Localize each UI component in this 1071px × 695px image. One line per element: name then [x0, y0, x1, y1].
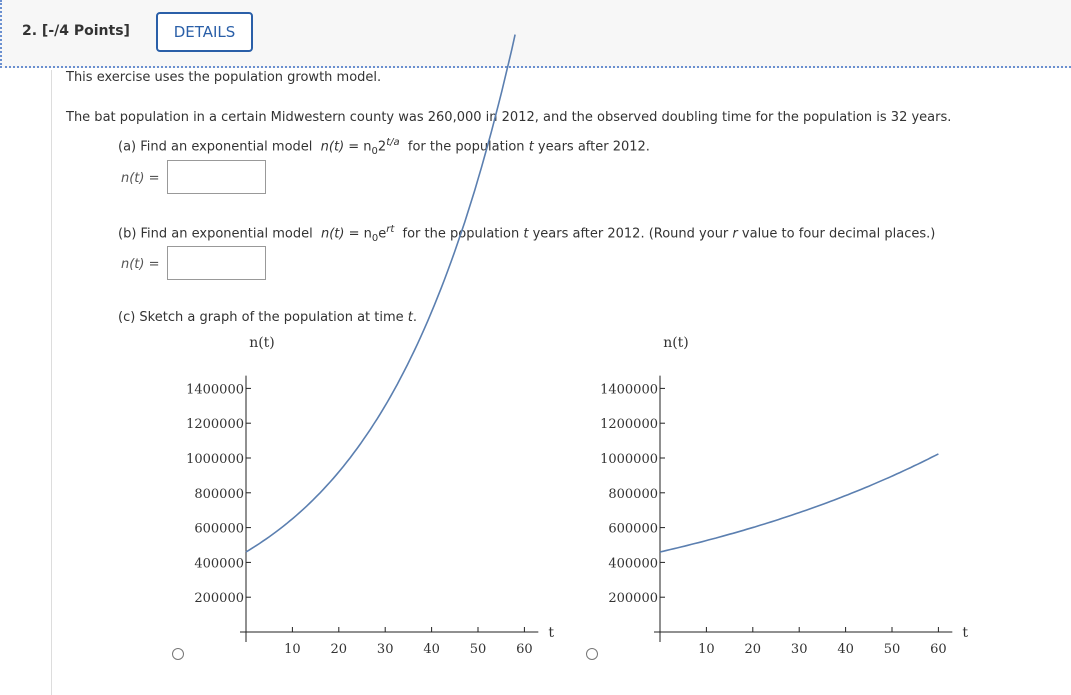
chart-2-curve — [659, 453, 939, 553]
part-b-answer-label: n(t) = — [121, 257, 160, 272]
chart-2-x-tick-label: 10 — [698, 642, 715, 657]
part-a-answer-input[interactable] — [167, 160, 266, 194]
chart-1-x-tick-label: 20 — [331, 642, 348, 657]
chart-2-x-tick-label: 40 — [837, 642, 854, 657]
chart-2-x-tick-label: 30 — [791, 642, 808, 657]
part-a-text-2: for the population — [407, 139, 529, 155]
problem-text-2: in 2012, and the observed doubling time … — [481, 110, 891, 125]
question-title: 2. [-/4 Points] — [22, 23, 130, 39]
part-a-model-lhs: n(t) — [320, 139, 345, 155]
part-a-model-exp: t/a — [386, 137, 400, 148]
chart-2-y-axis-label: n(t) — [663, 335, 689, 351]
chart-2-x-tick-label: 60 — [930, 642, 947, 657]
part-b-text-3: years after 2012. (Round your — [528, 226, 733, 242]
part-b-answer-lhs: n(t) — [121, 257, 145, 272]
chart-1-x-tick-label: 30 — [377, 642, 394, 657]
problem-population: 260,000 — [427, 110, 482, 125]
part-c-var: t — [407, 310, 413, 325]
problem-text-3: years. — [907, 110, 952, 125]
content-left-border — [51, 70, 52, 695]
chart-2-y-tick-label: 400000 — [608, 556, 658, 571]
chart-2-y-tick-label: 1400000 — [600, 382, 658, 397]
chart-2-x-axis-label: t — [962, 625, 968, 641]
part-a-model-sub: 0 — [371, 145, 378, 157]
chart-1-y-tick-label: 400000 — [194, 556, 244, 571]
chart-2-x-tick-label: 20 — [745, 642, 762, 657]
part-a-text-3: years after 2012. — [533, 139, 650, 155]
chart-1-curve — [245, 34, 516, 553]
problem-doubling: 32 — [890, 110, 908, 125]
part-b-model-base: e — [378, 226, 387, 242]
chart-1-x-axis-label: t — [548, 625, 554, 641]
graph-option-2-radio[interactable] — [586, 648, 598, 660]
part-b-model-sub: 0 — [371, 232, 379, 244]
part-a-model-base: 2 — [377, 139, 387, 155]
part-a-var: t — [528, 139, 534, 155]
chart-1-x-tick-label: 40 — [423, 642, 440, 657]
chart-1-x-tick-label: 10 — [284, 642, 301, 657]
part-a-text: (a) Find an exponential model — [118, 139, 313, 155]
header-left-border — [0, 0, 4, 68]
part-b-model-eq: = n — [344, 226, 372, 242]
chart-2-y-tick-label: 800000 — [608, 487, 658, 502]
part-b-var-r: r — [732, 226, 738, 242]
intro-text: This exercise uses the population growth… — [66, 70, 382, 85]
part-c-text-2: . — [412, 310, 418, 325]
part-c-text: (c) Sketch a graph of the population at … — [118, 310, 408, 325]
chart-1-y-tick-label: 1000000 — [186, 452, 244, 467]
part-b-text-4: value to four decimal places.) — [737, 226, 936, 242]
part-c-prompt: (c) Sketch a graph of the population at … — [118, 310, 417, 325]
part-b-answer-eq: = — [144, 257, 160, 272]
chart-2-y-tick-label: 1200000 — [600, 417, 658, 432]
chart-1-y-tick-label: 600000 — [194, 522, 244, 537]
part-b-var: t — [523, 226, 529, 242]
chart-2-y-tick-label: 200000 — [608, 591, 658, 606]
chart-2-x-tick-label: 50 — [884, 642, 901, 657]
part-b-prompt: (b) Find an exponential model n(t) = n0e… — [118, 224, 935, 244]
chart-1-y-axis-label: n(t) — [249, 335, 275, 351]
chart-1-y-tick-label: 1400000 — [186, 382, 244, 397]
part-a-answer-label: n(t) = — [121, 171, 160, 186]
chart-1-x-tick-label: 60 — [516, 642, 533, 657]
graph-option-1-radio[interactable] — [172, 648, 184, 660]
part-a-answer-eq: = — [144, 171, 160, 186]
chart-1-y-tick-label: 800000 — [194, 487, 244, 502]
problem-statement: The bat population in a certain Midweste… — [66, 110, 951, 125]
part-b-model-exp: rt — [386, 224, 395, 235]
part-a-model-eq: = n — [344, 139, 372, 155]
question-header: 2. [-/4 Points] DETAILS — [0, 0, 1071, 68]
part-a-answer-lhs: n(t) — [121, 171, 145, 186]
chart-2-y-tick-label: 1000000 — [600, 452, 658, 467]
details-button[interactable]: DETAILS — [156, 12, 253, 52]
chart-1-y-tick-label: 200000 — [194, 591, 244, 606]
chart-1-y-tick-label: 1200000 — [186, 417, 244, 432]
problem-text-1: The bat population in a certain Midweste… — [66, 110, 428, 125]
part-a-prompt: (a) Find an exponential model n(t) = n02… — [118, 137, 650, 157]
part-b-answer-input[interactable] — [167, 246, 266, 280]
part-b-model-lhs: n(t) — [320, 226, 345, 242]
part-b-text: (b) Find an exponential model — [118, 226, 313, 242]
chart-2-y-tick-label: 600000 — [608, 522, 658, 537]
chart-1-x-tick-label: 50 — [470, 642, 487, 657]
